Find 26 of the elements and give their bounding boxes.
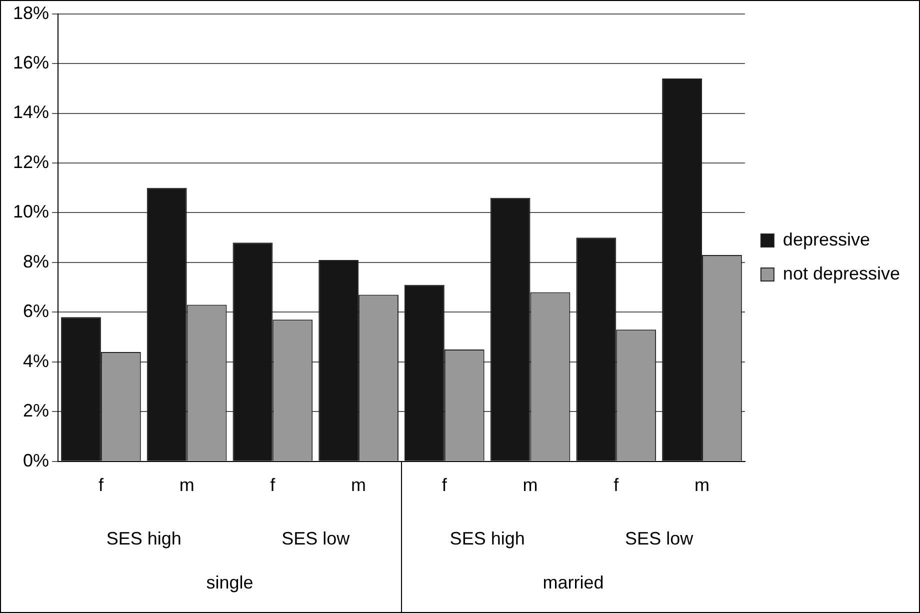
text: SES high bbox=[106, 528, 182, 548]
x-tick-label: f bbox=[98, 475, 104, 496]
y-tick-label: 10% bbox=[12, 202, 50, 222]
y-tick-label: 4% bbox=[23, 350, 50, 371]
x-tick-label: m bbox=[522, 475, 538, 496]
x-tick-label: f bbox=[442, 475, 448, 496]
text: SES low bbox=[282, 528, 351, 548]
legend-label: not depressive bbox=[782, 263, 900, 284]
x-tick-label: m bbox=[351, 475, 366, 496]
x-tick-label: f bbox=[270, 475, 276, 496]
y-tick-label: 2% bbox=[23, 400, 50, 421]
y-tick-label: 16% bbox=[12, 52, 50, 72]
y-tick-label: 6% bbox=[23, 301, 50, 322]
y-tick-label: 14% bbox=[12, 102, 50, 122]
y-tick-label: 18% bbox=[12, 2, 50, 23]
x-tick-label: m bbox=[179, 475, 194, 496]
x-tick-label: m bbox=[694, 475, 710, 496]
y-tick-label: 12% bbox=[12, 152, 50, 172]
text: SES high bbox=[450, 528, 525, 548]
text: SES low bbox=[625, 528, 694, 548]
legend-label: depressive bbox=[782, 229, 870, 250]
text: married bbox=[542, 572, 604, 592]
y-tick-label: 0% bbox=[23, 450, 50, 470]
x-tick-label: f bbox=[614, 475, 620, 496]
text: single bbox=[206, 572, 254, 592]
y-tick-label: 8% bbox=[23, 251, 50, 272]
